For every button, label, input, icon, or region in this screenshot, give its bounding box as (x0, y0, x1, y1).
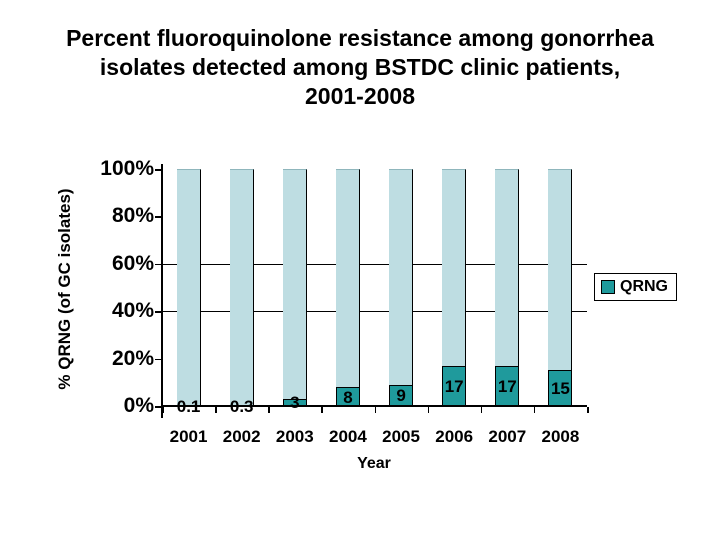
x-tick-label-2001: 2001 (169, 427, 208, 446)
bar-2002-background (229, 169, 254, 406)
data-label-2007: 17 (497, 376, 517, 396)
bar-2003-background (282, 169, 307, 406)
x-axis-tick (427, 407, 430, 413)
data-label-2004: 8 (343, 387, 353, 407)
x-axis-tick (268, 407, 270, 413)
bar-2005-background (389, 169, 414, 406)
y-tick-label-80: 80% (111, 204, 154, 228)
x-tick-label-2007: 2007 (488, 427, 527, 446)
x-axis-line (160, 405, 587, 407)
bar-2007-qrng-segment (495, 365, 520, 406)
bar-2008-background (548, 169, 573, 406)
x-tick-label-2005: 2005 (382, 427, 420, 446)
chart-title-line-1: Percent fluoroquinolone resistance among… (66, 25, 654, 51)
y-axis-line (160, 164, 163, 418)
y-axis-tick (155, 169, 162, 171)
legend-qrng-swatch-icon (601, 280, 615, 294)
y-axis-tick (155, 406, 162, 408)
y-axis-tick (155, 358, 162, 361)
x-axis-tick (215, 407, 217, 413)
data-label-2005: 9 (396, 386, 406, 406)
x-tick-label-2002: 2002 (222, 427, 261, 446)
x-axis-title: Year (357, 455, 391, 472)
x-tick-label-2008: 2008 (541, 427, 580, 446)
x-tick-label-2006: 2006 (435, 427, 474, 446)
legend: QRNG (594, 273, 677, 301)
y-axis-title: % QRNG (of GC isolates) (55, 188, 74, 390)
y-tick-label-20: 20% (111, 346, 154, 370)
data-label-2003: 3 (290, 393, 300, 413)
data-label-2006: 17 (444, 376, 464, 396)
y-tick-label-60: 60% (111, 251, 154, 275)
gridline-40pct (162, 311, 587, 313)
bar-2008-qrng-segment (548, 370, 573, 406)
legend-qrng-label: QRNG (620, 278, 668, 295)
x-axis-tick (162, 407, 164, 413)
x-tick-label-2003: 2003 (275, 427, 314, 446)
y-tick-label-40: 40% (111, 299, 154, 323)
bar-2001-background (176, 169, 201, 406)
y-axis-tick (155, 263, 162, 266)
y-tick-label-0: 0% (123, 394, 154, 417)
x-axis-tick (587, 407, 589, 413)
chart-title-line-2: isolates detected among BSTDC clinic pat… (99, 54, 621, 80)
bar-2004-background (335, 169, 360, 406)
data-label-2008: 15 (550, 379, 570, 399)
y-axis-tick (155, 311, 162, 313)
gridline-60pct (162, 263, 587, 265)
x-axis-tick (374, 407, 376, 413)
x-tick-label-2004: 2004 (329, 427, 367, 446)
y-tick-label-100: 100% (100, 157, 154, 180)
chart-title: Percent fluoroquinolone resistance among… (0, 24, 720, 111)
y-axis-tick (155, 216, 162, 218)
x-axis-tick (480, 407, 483, 413)
x-axis-tick (321, 407, 323, 413)
chart-title-line-3: 2001-2008 (305, 83, 415, 109)
x-axis-tick (533, 407, 536, 413)
